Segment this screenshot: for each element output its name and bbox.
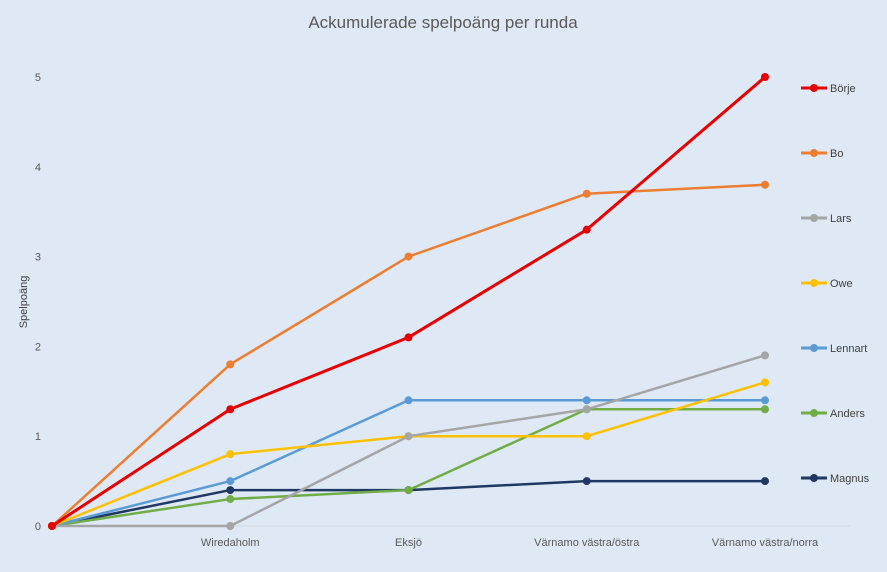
legend: Börje Bo Lars Owe Lennart Anders Magnus (801, 83, 870, 485)
legend-label: Magnus (830, 473, 870, 485)
data-point (761, 351, 769, 360)
data-point (582, 225, 591, 234)
y-tick-label: 0 (35, 521, 41, 533)
data-point (226, 477, 235, 486)
data-point (761, 180, 769, 189)
data-point (761, 396, 769, 405)
series-line (50, 183, 767, 528)
data-point (582, 189, 591, 198)
legend-item: Lars (801, 213, 852, 225)
y-tick-label: 4 (35, 162, 41, 174)
data-point (761, 405, 769, 414)
legend-label: Lars (830, 213, 852, 225)
legend-label: Lennart (830, 343, 867, 355)
y-tick-label: 5 (35, 72, 41, 84)
data-point (404, 333, 413, 342)
data-point (226, 522, 235, 530)
legend-label: Bo (830, 148, 843, 160)
data-point (226, 486, 235, 495)
legend-swatch-marker (810, 214, 818, 222)
legend-swatch-marker (810, 474, 818, 482)
legend-item: Owe (801, 278, 853, 290)
chart-title: Ackumulerade spelpoäng per runda (308, 13, 578, 32)
legend-item: Magnus (801, 473, 870, 485)
data-point (226, 360, 235, 369)
series-line (50, 399, 767, 528)
series-line (50, 408, 767, 528)
data-point (404, 252, 413, 261)
data-point (226, 450, 235, 459)
x-tick-label: Wiredaholm (201, 537, 260, 549)
legend-swatch-marker (810, 149, 818, 157)
x-tick-labels: Wiredaholm Eksjö Värnamo västra/östra Värna… (201, 537, 819, 549)
x-tick-label: Värnamo västra/östra (534, 537, 640, 549)
data-point (582, 432, 591, 441)
data-point (48, 522, 56, 530)
legend-swatch-marker (810, 279, 818, 287)
data-point (404, 432, 413, 441)
data-point (404, 486, 413, 495)
data-point (761, 477, 769, 486)
legend-item: Bo (801, 148, 843, 160)
data-point (582, 405, 591, 414)
y-tick-label: 3 (35, 252, 41, 264)
legend-label: Anders (830, 408, 865, 420)
data-point (761, 73, 769, 81)
series-line (50, 75, 767, 528)
legend-label: Börje (830, 83, 856, 95)
data-point (404, 396, 413, 405)
series-lines (48, 73, 769, 530)
legend-swatch-marker (810, 344, 818, 352)
data-point (582, 396, 591, 405)
x-tick-label: Eksjö (395, 537, 422, 549)
legend-item: Börje (801, 83, 856, 95)
y-tick-label: 1 (35, 431, 41, 443)
legend-label: Owe (830, 278, 853, 290)
data-point (582, 477, 591, 486)
y-tick-labels: 0 1 2 3 4 5 (35, 72, 41, 533)
x-tick-label: Värnamo västra/norra (712, 537, 819, 549)
legend-item: Lennart (801, 343, 867, 355)
data-point (226, 495, 235, 504)
legend-swatch-marker (810, 84, 818, 92)
legend-item: Anders (801, 408, 865, 420)
data-point (226, 405, 235, 414)
series-line (50, 354, 767, 528)
y-axis-label: Spelpoäng (18, 276, 30, 329)
data-point (761, 378, 769, 387)
legend-swatch-marker (810, 409, 818, 417)
y-tick-label: 2 (35, 341, 41, 353)
